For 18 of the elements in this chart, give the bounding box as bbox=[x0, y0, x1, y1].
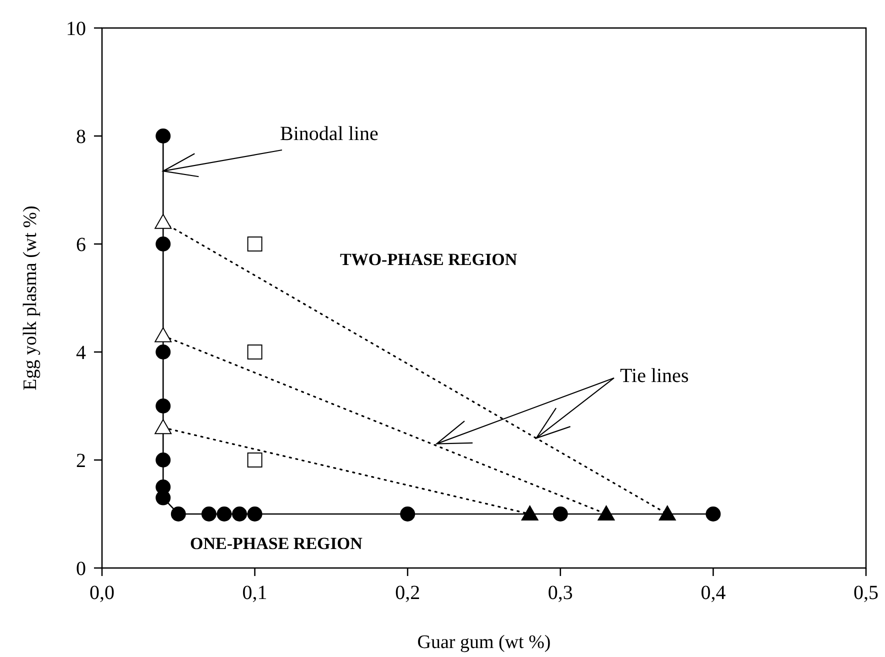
x-tick-label: 0,0 bbox=[90, 582, 114, 604]
x-tick-label: 0,5 bbox=[854, 582, 878, 604]
annotation: Binodal line bbox=[280, 123, 378, 145]
annotation: Tie lines bbox=[620, 365, 689, 387]
x-tick-label: 0,1 bbox=[242, 582, 268, 604]
y-tick-label: 8 bbox=[76, 126, 86, 148]
y-tick-label: 2 bbox=[76, 450, 86, 472]
x-tick-label: 0,4 bbox=[700, 582, 726, 604]
y-tick-label: 10 bbox=[66, 18, 86, 40]
y-axis-title: Egg yolk plasma (wt %) bbox=[20, 206, 41, 390]
y-tick-label: 4 bbox=[76, 342, 86, 364]
x-axis-title: Guar gum (wt %) bbox=[417, 632, 551, 653]
annotation: ONE-PHASE REGION bbox=[190, 534, 364, 553]
annotation: TWO-PHASE REGION bbox=[340, 250, 518, 269]
x-tick-label: 0,3 bbox=[548, 582, 573, 604]
y-tick-label: 0 bbox=[76, 558, 86, 580]
x-tick-label: 0,2 bbox=[395, 582, 420, 604]
y-tick-label: 6 bbox=[76, 234, 86, 256]
